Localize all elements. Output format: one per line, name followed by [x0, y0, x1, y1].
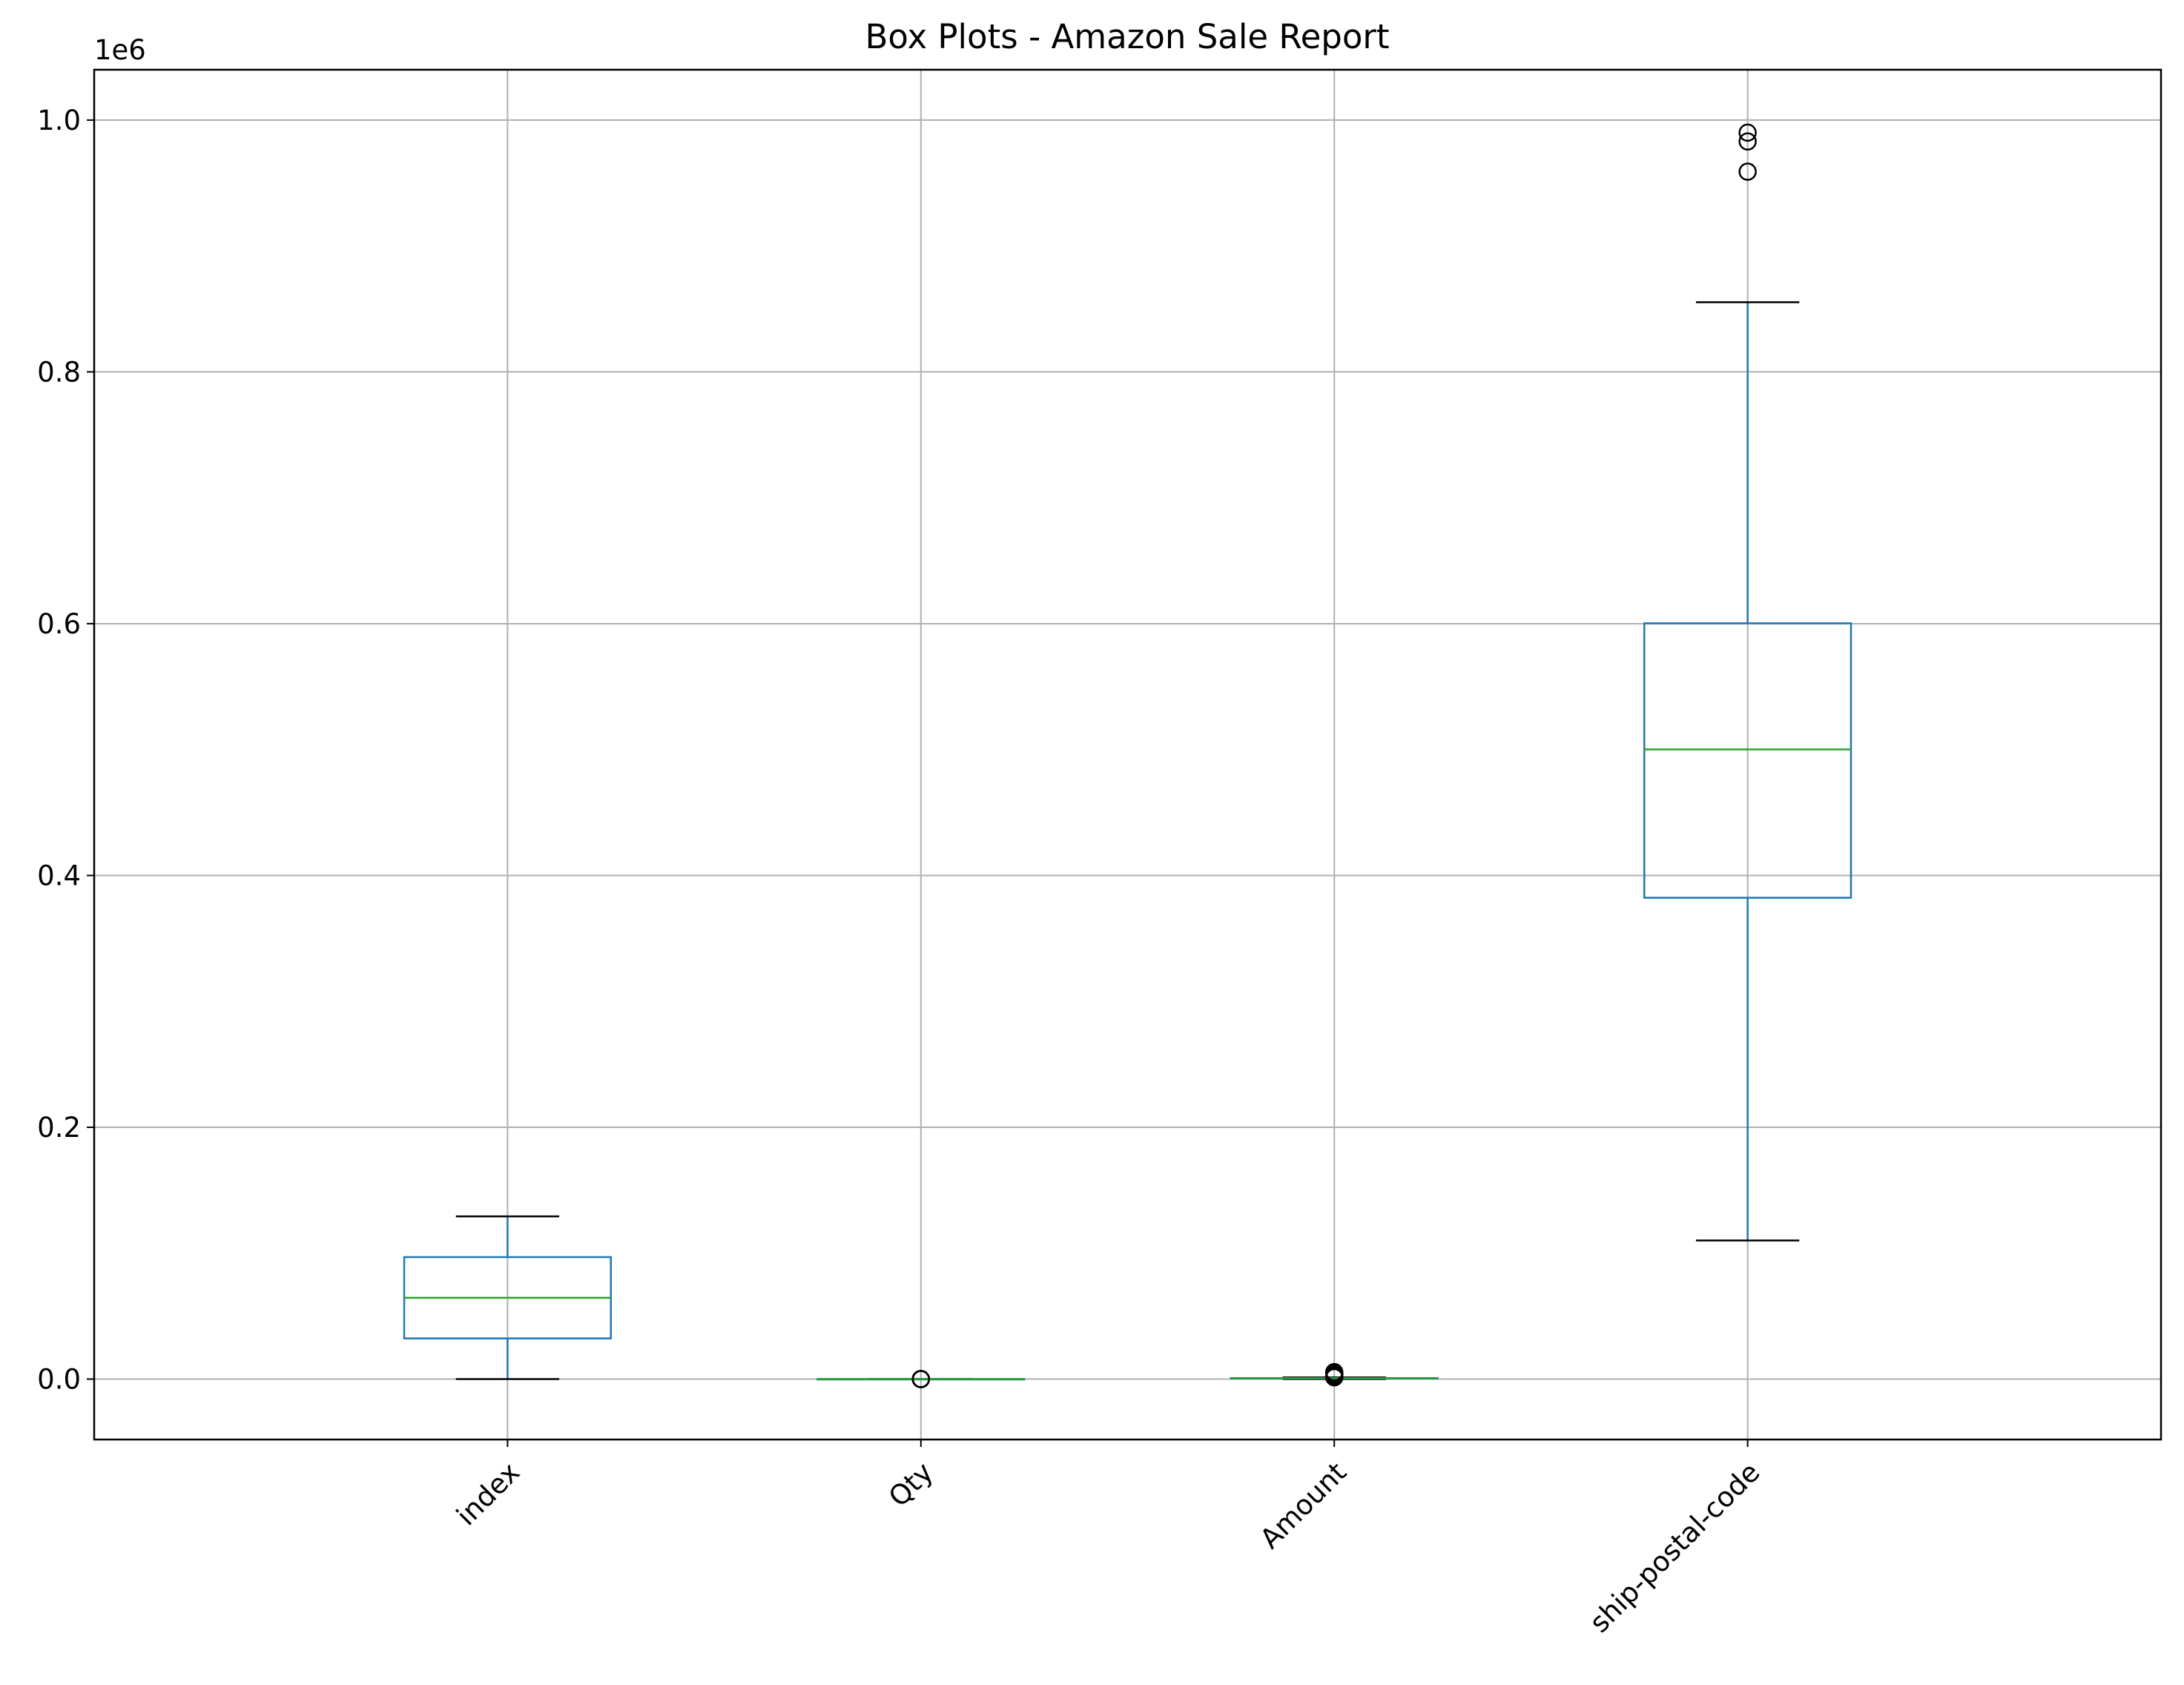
y-tick-label: 0.2 [37, 1112, 81, 1144]
box-layer [403, 123, 1853, 1388]
y-tick-label: 0.6 [37, 608, 81, 640]
box-ship-postal-code [1643, 123, 1853, 1242]
y-axis: 0.0 0.2 0.4 0.6 0.8 1.0 [37, 105, 94, 1396]
outlier-point [1324, 1362, 1344, 1382]
x-tick-label-ship-postal-code: ship-postal-code [1583, 1456, 1766, 1638]
outlier-point [1738, 162, 1757, 181]
outlier-point [911, 1370, 931, 1388]
y-offset-label: 1e6 [94, 34, 146, 66]
x-tick-label-Amount: Amount [1254, 1456, 1353, 1554]
x-tick-label-index: index [450, 1456, 526, 1531]
box-Amount [1230, 1362, 1439, 1387]
y-tick-label: 1.0 [37, 105, 81, 136]
y-tick-label: 0.4 [37, 860, 81, 891]
box-Qty [816, 1370, 1026, 1388]
outlier-point [1738, 132, 1757, 151]
y-tick-label: 0.8 [37, 356, 81, 388]
iqr-box [1643, 622, 1853, 899]
box-index [403, 1215, 612, 1380]
x-tick-label-Qty: Qty [882, 1456, 940, 1513]
y-tick-label: 0.0 [37, 1364, 81, 1396]
chart-title: Box Plots - Amazon Sale Report [865, 17, 1389, 56]
outlier-point [1738, 123, 1757, 142]
plot-frame [93, 68, 2162, 1441]
x-axis: index Qty Amount ship-postal-code [450, 1440, 1766, 1639]
